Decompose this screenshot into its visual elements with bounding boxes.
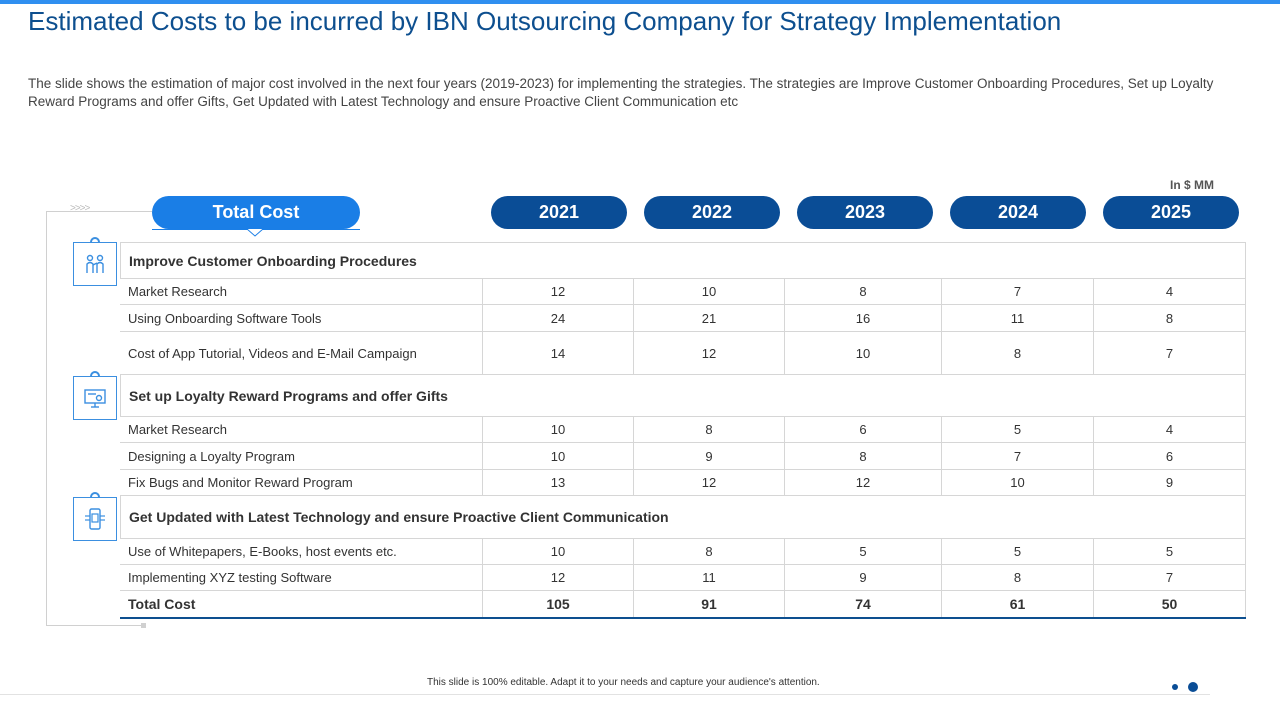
row-label: Cost of App Tutorial, Videos and E-Mail … (120, 332, 483, 374)
table-row: Implementing XYZ testing Software 12 11 … (120, 564, 1246, 590)
cell-2022: 12 (634, 470, 785, 495)
table-row: Designing a Loyalty Program 10 9 8 7 6 (120, 442, 1246, 469)
cell-2024: 5 (942, 539, 1094, 564)
mobile-tech-icon (73, 497, 117, 541)
monitor-icon (73, 376, 117, 420)
row-label: Using Onboarding Software Tools (120, 305, 483, 331)
section-header: Improve Customer Onboarding Procedures (120, 242, 1246, 278)
section-title: Get Updated with Latest Technology and e… (129, 509, 669, 525)
cell-2021: 12 (483, 565, 634, 590)
chevron-arrows-icon: >>>> (70, 203, 90, 214)
slide-title: Estimated Costs to be incurred by IBN Ou… (28, 6, 1062, 36)
total-label: Total Cost (120, 591, 483, 617)
cell-2024: 8 (942, 565, 1094, 590)
total-row: Total Cost 105 91 74 61 50 (120, 590, 1246, 617)
table-bottom-border (120, 617, 1246, 619)
cell-2022: 10 (634, 279, 785, 304)
cell-2023: 10 (785, 332, 942, 374)
cell-2025: 4 (1094, 279, 1246, 304)
table-row: Market Research 10 8 6 5 4 (120, 416, 1246, 442)
cell-2023: 5 (785, 539, 942, 564)
slide-subtitle: The slide shows the estimation of major … (28, 76, 1214, 109)
cell-2025: 6 (1094, 443, 1246, 469)
row-label: Fix Bugs and Monitor Reward Program (120, 470, 483, 495)
cell-2022: 21 (634, 305, 785, 331)
footer-divider (0, 694, 1210, 695)
frame-line-top (46, 211, 152, 212)
cell-2024: 8 (942, 332, 1094, 374)
frame-line-left (46, 211, 47, 626)
cell-2021: 10 (483, 539, 634, 564)
cell-2022: 11 (634, 565, 785, 590)
total-2025: 50 (1094, 591, 1246, 617)
cell-2025: 7 (1094, 565, 1246, 590)
cell-2024: 10 (942, 470, 1094, 495)
table-row: Using Onboarding Software Tools 24 21 16… (120, 304, 1246, 331)
section-title: Set up Loyalty Reward Programs and offer… (129, 387, 448, 404)
section-title: Improve Customer Onboarding Procedures (129, 252, 417, 269)
total-cost-notch (247, 229, 263, 237)
year-header-2022: 2022 (644, 196, 780, 229)
cell-2021: 10 (483, 417, 634, 442)
total-2022: 91 (634, 591, 785, 617)
total-cost-header: Total Cost (152, 196, 360, 229)
frame-end-dot (141, 623, 146, 628)
total-2024: 61 (942, 591, 1094, 617)
cell-2022: 8 (634, 539, 785, 564)
year-header-2023: 2023 (797, 196, 933, 229)
decorative-dot-large (1188, 682, 1198, 692)
year-header-2025: 2025 (1103, 196, 1239, 229)
cell-2024: 11 (942, 305, 1094, 331)
decorative-dot-small (1172, 684, 1178, 690)
row-label: Market Research (120, 417, 483, 442)
section-header: Get Updated with Latest Technology and e… (120, 495, 1246, 538)
cell-2024: 7 (942, 443, 1094, 469)
cell-2021: 14 (483, 332, 634, 374)
table-row: Use of Whitepapers, E-Books, host events… (120, 538, 1246, 564)
unit-label: In $ MM (1170, 178, 1214, 192)
year-header-2024: 2024 (950, 196, 1086, 229)
row-label: Use of Whitepapers, E-Books, host events… (120, 539, 483, 564)
table-row: Cost of App Tutorial, Videos and E-Mail … (120, 331, 1246, 374)
cell-2023: 12 (785, 470, 942, 495)
cell-2024: 5 (942, 417, 1094, 442)
row-label: Implementing XYZ testing Software (120, 565, 483, 590)
total-2023: 74 (785, 591, 942, 617)
cell-2022: 8 (634, 417, 785, 442)
row-label: Market Research (120, 279, 483, 304)
cell-2025: 9 (1094, 470, 1246, 495)
table-row: Market Research 12 10 8 7 4 (120, 278, 1246, 304)
top-accent-bar (0, 0, 1280, 4)
year-header-2021: 2021 (491, 196, 627, 229)
cell-2023: 6 (785, 417, 942, 442)
cell-2023: 8 (785, 279, 942, 304)
cell-2021: 12 (483, 279, 634, 304)
cell-2025: 4 (1094, 417, 1246, 442)
cell-2023: 16 (785, 305, 942, 331)
people-icon (73, 242, 117, 286)
cell-2025: 7 (1094, 332, 1246, 374)
section-header: Set up Loyalty Reward Programs and offer… (120, 374, 1246, 416)
row-label: Designing a Loyalty Program (120, 443, 483, 469)
table-row: Fix Bugs and Monitor Reward Program 13 1… (120, 469, 1246, 495)
cell-2023: 8 (785, 443, 942, 469)
frame-line-bottom (46, 625, 144, 626)
cell-2024: 7 (942, 279, 1094, 304)
footer-note: This slide is 100% editable. Adapt it to… (427, 677, 820, 688)
cell-2021: 24 (483, 305, 634, 331)
cell-2021: 13 (483, 470, 634, 495)
cell-2025: 8 (1094, 305, 1246, 331)
cell-2021: 10 (483, 443, 634, 469)
cell-2025: 5 (1094, 539, 1246, 564)
cell-2022: 9 (634, 443, 785, 469)
total-2021: 105 (483, 591, 634, 617)
cell-2022: 12 (634, 332, 785, 374)
cell-2023: 9 (785, 565, 942, 590)
